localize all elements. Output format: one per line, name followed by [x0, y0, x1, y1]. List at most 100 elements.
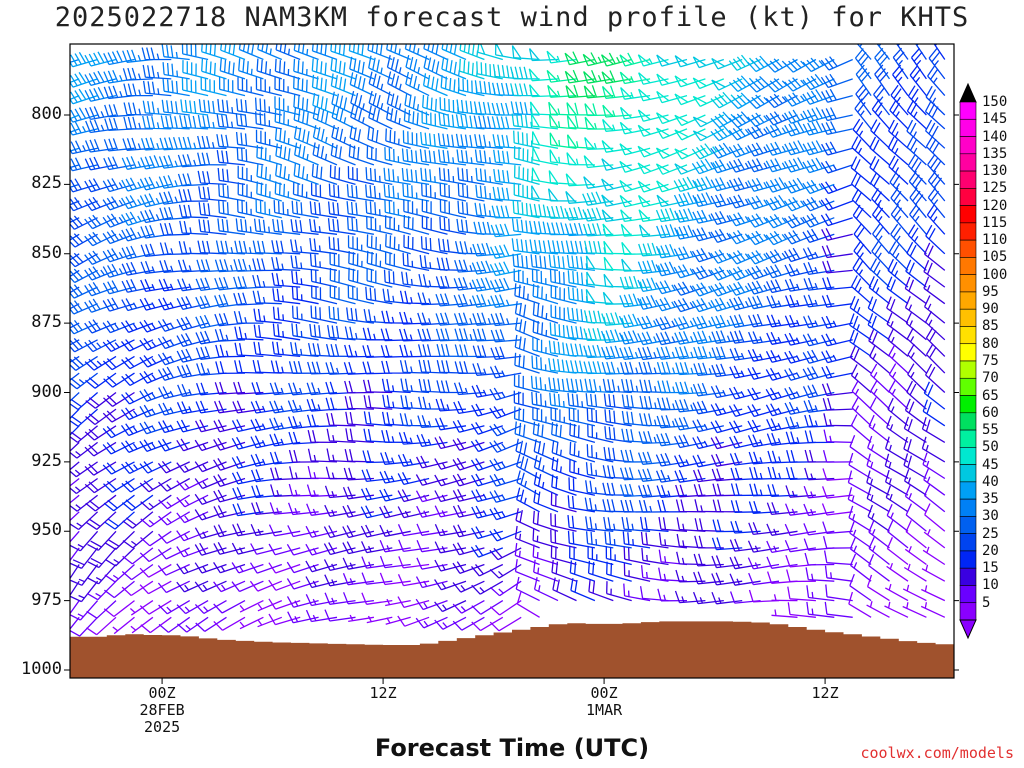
colorbar-segment — [959, 377, 977, 396]
wind-barb — [197, 135, 227, 149]
wind-barb-path — [252, 290, 282, 305]
wind-barb — [252, 274, 282, 288]
colorbar-label: 5 — [982, 594, 991, 611]
wind-barb-path — [307, 342, 338, 358]
wind-barb — [272, 323, 301, 341]
wind-barb — [86, 580, 117, 601]
wind-barb — [123, 102, 153, 116]
wind-barb-path — [139, 319, 172, 333]
wind-barb — [235, 218, 264, 235]
wind-barb — [176, 494, 209, 508]
wind-barb-path — [256, 164, 282, 186]
wind-barb — [103, 138, 135, 152]
wind-barb — [195, 295, 227, 310]
wind-barb-path — [87, 547, 117, 569]
wind-barb-path — [179, 220, 209, 235]
wind-barb — [180, 99, 209, 116]
wind-barb — [121, 355, 154, 370]
wind-barb-path — [294, 142, 319, 166]
wind-barb — [112, 616, 135, 635]
wind-barb-path — [176, 580, 209, 593]
wind-barb — [238, 44, 264, 61]
wind-barb — [213, 616, 246, 631]
colorbar-label: 15 — [982, 560, 999, 577]
wind-barb-path — [254, 97, 282, 116]
y-tick-label: 1000 — [21, 659, 62, 679]
wind-barb-path — [121, 563, 154, 581]
wind-barb — [255, 77, 282, 97]
wind-barb — [274, 96, 301, 116]
wind-barb — [70, 530, 99, 552]
wind-barb-path — [252, 274, 282, 288]
wind-barb-path — [70, 392, 99, 411]
wind-barb-path — [121, 372, 154, 386]
wind-barb — [237, 77, 264, 97]
wind-barb — [252, 258, 282, 272]
wind-barb — [292, 181, 319, 202]
wind-barb-path — [140, 209, 172, 224]
wind-barb-path — [70, 197, 98, 212]
wind-barb-path — [306, 398, 338, 412]
wind-barb — [142, 115, 172, 130]
wind-barb — [142, 64, 172, 80]
wind-barb — [161, 99, 190, 116]
wind-barb — [293, 163, 319, 186]
wind-barb-path — [233, 276, 264, 290]
wind-barb-path — [139, 389, 172, 402]
wind-barb-path — [86, 580, 117, 601]
wind-barb-path — [176, 477, 209, 491]
wind-barb — [103, 69, 135, 84]
wind-barb-path — [158, 420, 190, 434]
wind-barb-path — [70, 252, 98, 268]
wind-barb — [275, 163, 301, 186]
wind-barb — [142, 80, 172, 97]
wind-barb-path — [217, 99, 246, 116]
wind-barb-path — [70, 564, 99, 586]
wind-barb-path — [102, 355, 135, 371]
wind-barb — [103, 600, 135, 618]
wind-barb-path — [213, 600, 246, 614]
wind-barb — [291, 200, 319, 219]
wind-barb — [139, 461, 172, 474]
wind-barb — [271, 272, 301, 288]
wind-barb — [84, 319, 117, 334]
wind-barb — [250, 453, 282, 467]
y-tick-label: 875 — [31, 312, 62, 333]
wind-barb-path — [201, 44, 227, 61]
wind-barb — [158, 297, 190, 311]
wind-barb — [160, 115, 190, 130]
wind-barb — [140, 243, 172, 258]
wind-barb-path — [270, 360, 301, 374]
wind-barb-path — [121, 261, 154, 276]
wind-barb — [216, 150, 246, 166]
wind-barb-path — [158, 297, 190, 311]
colorbar-label: 150 — [982, 94, 1008, 110]
wind-barb — [158, 175, 190, 189]
wind-barb-path — [269, 382, 301, 396]
wind-barb-path — [103, 156, 135, 171]
wind-barb — [253, 341, 282, 358]
wind-barb-path — [121, 279, 154, 293]
wind-barb-path — [306, 414, 338, 428]
wind-barb-path — [310, 305, 338, 324]
wind-barb — [309, 201, 338, 219]
credit-text[interactable]: coolwx.com/models — [860, 744, 1014, 762]
wind-barb — [268, 579, 301, 591]
wind-barb-path — [275, 163, 301, 186]
wind-barb-path — [103, 69, 135, 84]
wind-barb — [86, 616, 117, 636]
wind-barb — [70, 441, 80, 452]
wind-barb-path — [142, 80, 172, 97]
wind-barb-path — [84, 139, 117, 153]
wind-barb-path — [178, 189, 209, 202]
colorbar-segment — [959, 118, 977, 137]
wind-barb-path — [139, 338, 172, 351]
wind-barb-path — [70, 600, 80, 615]
wind-barb-path — [176, 364, 209, 379]
wind-barb — [255, 199, 282, 219]
wind-barb-path — [291, 323, 319, 341]
wind-barb-path — [142, 115, 172, 130]
wind-barb — [256, 145, 282, 166]
wind-barb-path — [84, 250, 117, 265]
wind-barb-path — [159, 137, 190, 151]
